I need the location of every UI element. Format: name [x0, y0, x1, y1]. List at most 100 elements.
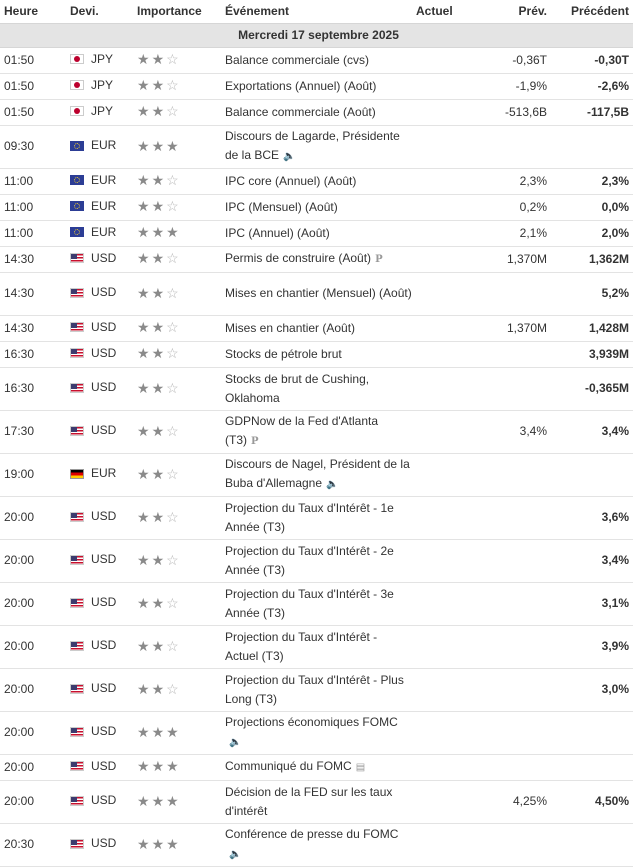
- table-row[interactable]: 11:00 EUR ★★☆ IPC (Mensuel) (Août) 0,2% 0,0%: [0, 194, 633, 221]
- star-empty-icon: ☆: [166, 77, 181, 93]
- table-row[interactable]: 20:00 USD ★★☆ Projection du Taux d'Intérêt …: [0, 668, 633, 712]
- table-row[interactable]: 17:30 USD ★★☆ GDPNow de la Fed d'Atlanta (T…: [0, 410, 633, 454]
- event-name[interactable]: Projections économiques FOMC 🔈: [221, 711, 412, 755]
- currency-code: USD: [91, 638, 117, 653]
- event-title[interactable]: Discours de Nagel, Président de la Buba …: [225, 457, 410, 490]
- table-row[interactable]: 09:30 EUR ★★★ Discours de Lagarde, Présiden…: [0, 125, 633, 169]
- event-previous: 2,0%: [551, 220, 633, 247]
- event-name[interactable]: Permis de construire (Août) P: [221, 246, 412, 273]
- event-name[interactable]: Exportations (Annuel) (Août): [221, 73, 412, 100]
- event-title[interactable]: Projection du Taux d'Intérêt - Actuel (T…: [225, 629, 378, 663]
- event-title[interactable]: Mises en chantier (Août): [225, 320, 356, 335]
- event-name[interactable]: Projection du Taux d'Intérêt - 3e Année …: [221, 582, 412, 626]
- event-title[interactable]: Conférence de presse du FOMC: [225, 827, 399, 841]
- table-row[interactable]: 14:30 USD ★★☆ Mises en chantier (Août) 1,370…: [0, 315, 633, 342]
- event-name[interactable]: Discours de Nagel, Président de la Buba …: [221, 453, 412, 497]
- table-row[interactable]: 20:00 USD ★★★ Projections économiques FOMC🔈: [0, 711, 633, 755]
- event-name[interactable]: Projection du Taux d'Intérêt - 2e Année …: [221, 539, 412, 583]
- event-name[interactable]: Conférence de presse du FOMC 🔈: [221, 823, 412, 867]
- event-previous: 1,362M: [551, 246, 633, 273]
- event-title[interactable]: Projection du Taux d'Intérêt - 1e Année …: [225, 500, 394, 534]
- event-name[interactable]: IPC (Annuel) (Août): [221, 220, 412, 247]
- event-name[interactable]: Stocks de pétrole brut: [221, 341, 412, 368]
- table-row[interactable]: 20:30 USD ★★★ Conférence de presse du FOMC🔈: [0, 823, 633, 867]
- event-previous: -0,365M: [551, 367, 633, 411]
- header-actual[interactable]: Actuel: [412, 0, 484, 24]
- event-name[interactable]: Discours de Lagarde, Présidente de la BC…: [221, 125, 412, 169]
- event-name[interactable]: Projection du Taux d'Intérêt - Plus Long…: [221, 668, 412, 712]
- preliminary-icon: P: [251, 436, 259, 447]
- event-name[interactable]: Mises en chantier (Août): [221, 315, 412, 342]
- event-name[interactable]: Décision de la FED sur les taux d'intérê…: [221, 780, 412, 824]
- event-title[interactable]: Stocks de brut de Cushing, Oklahoma: [225, 371, 370, 405]
- event-title[interactable]: Mises en chantier (Mensuel) (Août): [225, 286, 412, 300]
- event-name[interactable]: Balance commerciale (Août): [221, 99, 412, 126]
- event-title[interactable]: Discours de Lagarde, Présidente de la BC…: [225, 129, 400, 162]
- event-title[interactable]: Projection du Taux d'Intérêt - 3e Année …: [225, 586, 394, 620]
- event-name[interactable]: Projection du Taux d'Intérêt - 1e Année …: [221, 496, 412, 540]
- event-title[interactable]: GDPNow de la Fed d'Atlanta (T3): [225, 414, 379, 447]
- header-importance[interactable]: Importance: [133, 0, 221, 24]
- event-title[interactable]: IPC (Mensuel) (Août): [225, 199, 338, 214]
- event-title[interactable]: Balance commerciale (cvs): [225, 52, 370, 67]
- event-title[interactable]: IPC (Annuel) (Août): [225, 225, 330, 240]
- usa-flag-icon: [70, 640, 84, 651]
- table-row[interactable]: 20:00 USD ★★☆ Projection du Taux d'Intérêt …: [0, 582, 633, 626]
- table-row[interactable]: 16:30 USD ★★☆ Stocks de brut de Cushing, Ok…: [0, 367, 633, 411]
- star-filled-icon: ★: [137, 198, 152, 214]
- event-importance: ★★★: [133, 125, 221, 169]
- table-row[interactable]: 01:50 JPY ★★☆ Balance commerciale (cvs) -0,3…: [0, 47, 633, 74]
- header-currency[interactable]: Devi.: [66, 0, 133, 24]
- event-name[interactable]: IPC core (Annuel) (Août): [221, 168, 412, 195]
- star-filled-icon: ★: [166, 137, 181, 154]
- event-name[interactable]: Projection du Taux d'Intérêt - Actuel (T…: [221, 625, 412, 669]
- document-icon: ▤: [355, 762, 366, 773]
- header-event[interactable]: Événement: [221, 0, 412, 24]
- table-row[interactable]: 20:00 USD ★★☆ Projection du Taux d'Intérêt …: [0, 625, 633, 669]
- star-filled-icon: ★: [151, 224, 167, 240]
- event-title[interactable]: Communiqué du FOMC: [225, 759, 352, 773]
- header-previous[interactable]: Précédent: [551, 0, 633, 24]
- event-title[interactable]: Décision de la FED sur les taux d'intérê…: [225, 784, 393, 818]
- event-actual: [412, 668, 484, 712]
- table-row[interactable]: 16:30 USD ★★☆ Stocks de pétrole brut 3,939M: [0, 341, 633, 368]
- table-row[interactable]: 01:50 JPY ★★☆ Balance commerciale (Août) -51…: [0, 99, 633, 126]
- event-title[interactable]: IPC core (Annuel) (Août): [225, 173, 357, 188]
- event-name[interactable]: Stocks de brut de Cushing, Oklahoma: [221, 367, 412, 411]
- event-title[interactable]: Projection du Taux d'Intérêt - 2e Année …: [225, 543, 394, 577]
- event-importance: ★★☆: [133, 315, 221, 342]
- event-name[interactable]: Mises en chantier (Mensuel) (Août): [221, 272, 412, 316]
- table-row[interactable]: 14:30 USD ★★☆ Mises en chantier (Mensuel) (…: [0, 272, 633, 316]
- header-time[interactable]: Heure: [0, 0, 66, 24]
- event-name[interactable]: IPC (Mensuel) (Août): [221, 194, 412, 221]
- star-filled-icon: ★: [151, 284, 167, 301]
- table-row[interactable]: 20:00 USD ★★☆ Projection du Taux d'Intérêt …: [0, 539, 633, 583]
- currency-code: USD: [91, 681, 117, 696]
- event-name[interactable]: Balance commerciale (cvs): [221, 47, 412, 74]
- table-row[interactable]: 20:00 USD ★★★ Communiqué du FOMC ▤: [0, 754, 633, 781]
- star-filled-icon: ★: [151, 594, 167, 611]
- table-row[interactable]: 20:00 USD ★★☆ Projection du Taux d'Intérêt …: [0, 496, 633, 540]
- event-title[interactable]: Projection du Taux d'Intérêt - Plus Long…: [225, 672, 404, 706]
- event-title[interactable]: Stocks de pétrole brut: [225, 346, 342, 361]
- event-currency: USD: [66, 272, 133, 316]
- event-title[interactable]: Balance commerciale (Août): [225, 104, 376, 119]
- table-row[interactable]: 11:00 EUR ★★☆ IPC core (Annuel) (Août) 2,3% 2…: [0, 168, 633, 195]
- header-forecast[interactable]: Prév.: [484, 0, 551, 24]
- event-title[interactable]: Exportations (Annuel) (Août): [225, 78, 377, 93]
- table-row[interactable]: 11:00 EUR ★★★ IPC (Annuel) (Août) 2,1% 2,0%: [0, 220, 633, 247]
- usa-flag-icon: [70, 726, 84, 737]
- table-row[interactable]: 01:50 JPY ★★☆ Exportations (Annuel) (Août) -…: [0, 73, 633, 100]
- event-time: 11:00: [0, 168, 66, 195]
- event-currency: USD: [66, 625, 133, 669]
- star-empty-icon: ☆: [166, 508, 181, 525]
- event-name[interactable]: Communiqué du FOMC ▤: [221, 754, 412, 781]
- table-row[interactable]: 14:30 USD ★★☆ Permis de construire (Août) P 1…: [0, 246, 633, 273]
- table-row[interactable]: 19:00 EUR ★★☆ Discours de Nagel, Président …: [0, 453, 633, 497]
- table-row[interactable]: 20:00 USD ★★★ Décision de la FED sur les ta…: [0, 780, 633, 824]
- event-forecast: [484, 625, 551, 669]
- event-previous: [551, 125, 633, 169]
- event-title[interactable]: Projections économiques FOMC: [225, 715, 398, 729]
- event-title[interactable]: Permis de construire (Août): [225, 251, 372, 265]
- event-name[interactable]: GDPNow de la Fed d'Atlanta (T3) P: [221, 410, 412, 454]
